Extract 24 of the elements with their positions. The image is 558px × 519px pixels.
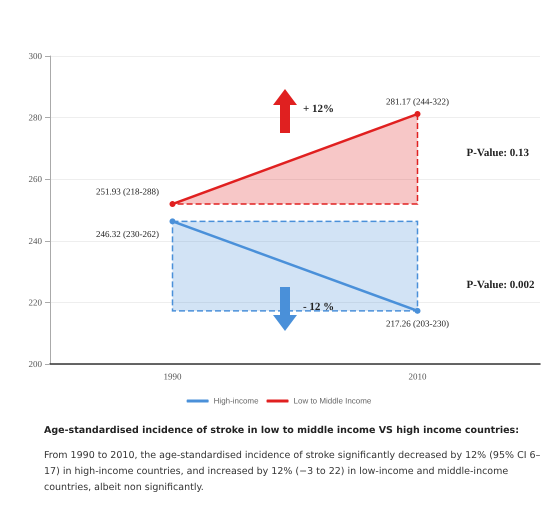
point [414, 308, 420, 314]
y-tick-label: 240 [28, 236, 42, 246]
data-label: 246.32 (230-262) [96, 228, 159, 239]
legend-label: High-income [214, 396, 260, 406]
data-label: 251.93 (218-288) [96, 186, 159, 197]
point [170, 218, 176, 224]
annotation: - 12 % [303, 300, 334, 313]
y-tick-label: 280 [28, 112, 42, 123]
point [170, 201, 176, 208]
data-label: 217.26 (203-230) [386, 318, 449, 328]
y-tick-label: 300 [28, 51, 42, 61]
legend-label: Low to Middle Income [294, 396, 372, 406]
text: From 1990 to 2010, the age-standardised incidence of stroke significantly decreased by 12% (95% CI 6–17) in high-income countries, and increased by 12% (−3 to 22) in low-income and middle-income countries, albeit non significantly. [44, 449, 542, 495]
x-tick-label: 1990 [164, 372, 182, 382]
y-tick-label: 260 [28, 174, 42, 184]
y-tick-label: 200 [28, 359, 42, 369]
y-tick-label: 220 [28, 297, 42, 308]
x-tick-label: 2010 [408, 372, 427, 382]
annotation: + 12% [303, 103, 334, 116]
annotation: P-Value: 0.002 [466, 279, 535, 291]
point [414, 111, 420, 117]
text: Age-standardised incidence of stroke in low to middle income VS high income countries: [44, 425, 520, 436]
annotation: P-Value: 0.13 [466, 146, 530, 159]
data-label: 281.17 (244-322) [386, 96, 449, 106]
